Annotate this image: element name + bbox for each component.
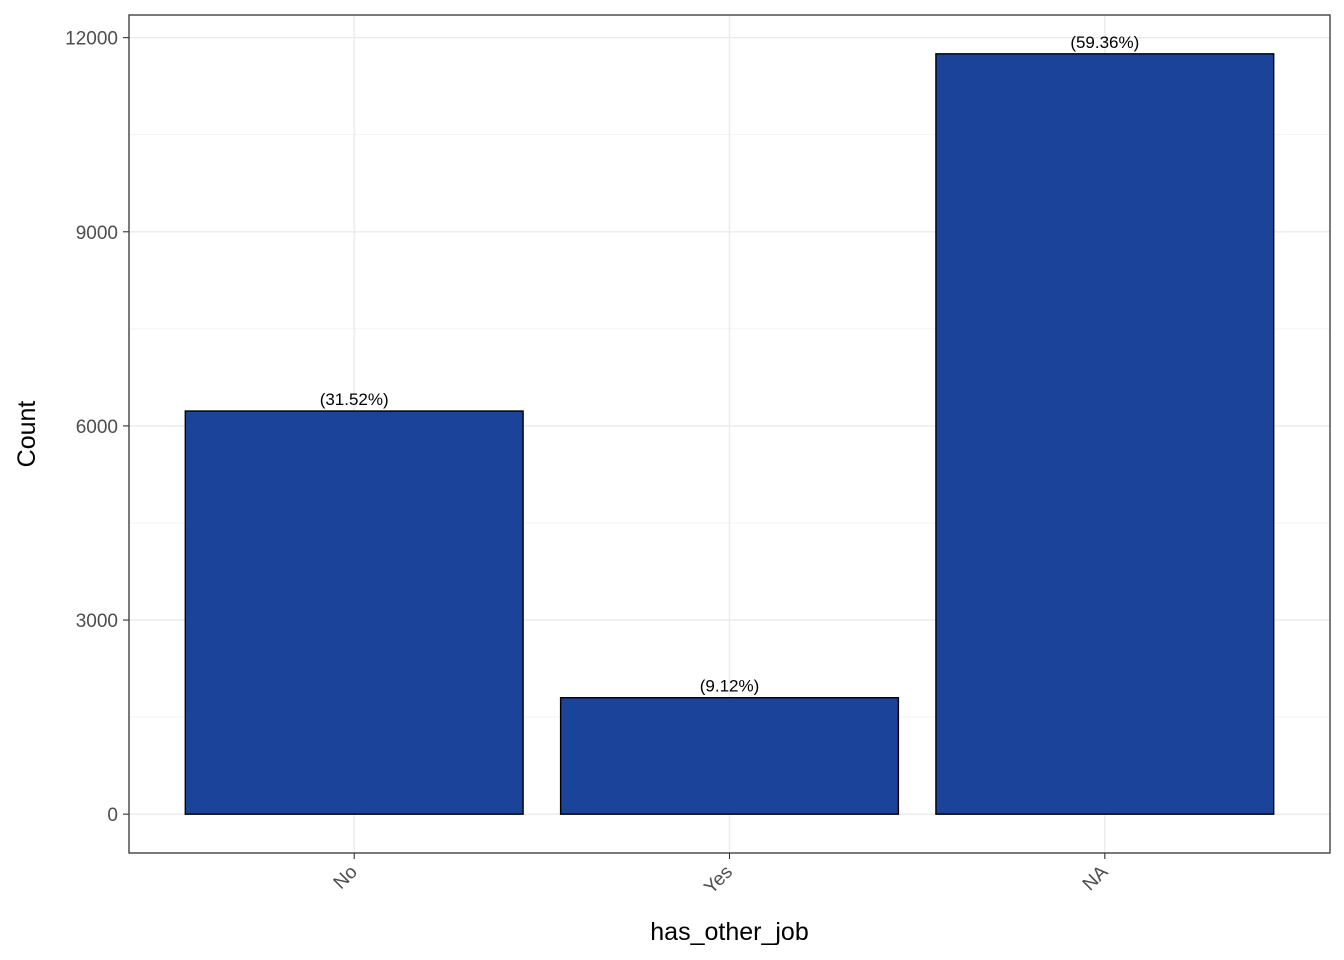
y-tick-label: 0 [107,805,118,826]
bar-na [935,53,1275,815]
bar-labels: (31.52%) (9.12%) (59.36%) [320,33,1140,696]
bar-yes [559,696,900,815]
y-tick-label: 9000 [76,223,118,244]
bar-label-na: (59.36%) [1070,33,1139,52]
x-axis-title: has_other_job [650,918,808,946]
y-tick-label: 3000 [76,611,118,632]
y-tick-label: 6000 [76,417,118,438]
y-axis: 0 3000 6000 9000 12000 [65,29,129,826]
bar-label-no: (31.52%) [320,390,389,409]
y-axis-title: Count [13,401,41,468]
bar-label-yes: (9.12%) [700,677,760,696]
bars [184,53,1275,815]
y-tick-label: 12000 [65,29,118,50]
bar-no [184,410,524,815]
